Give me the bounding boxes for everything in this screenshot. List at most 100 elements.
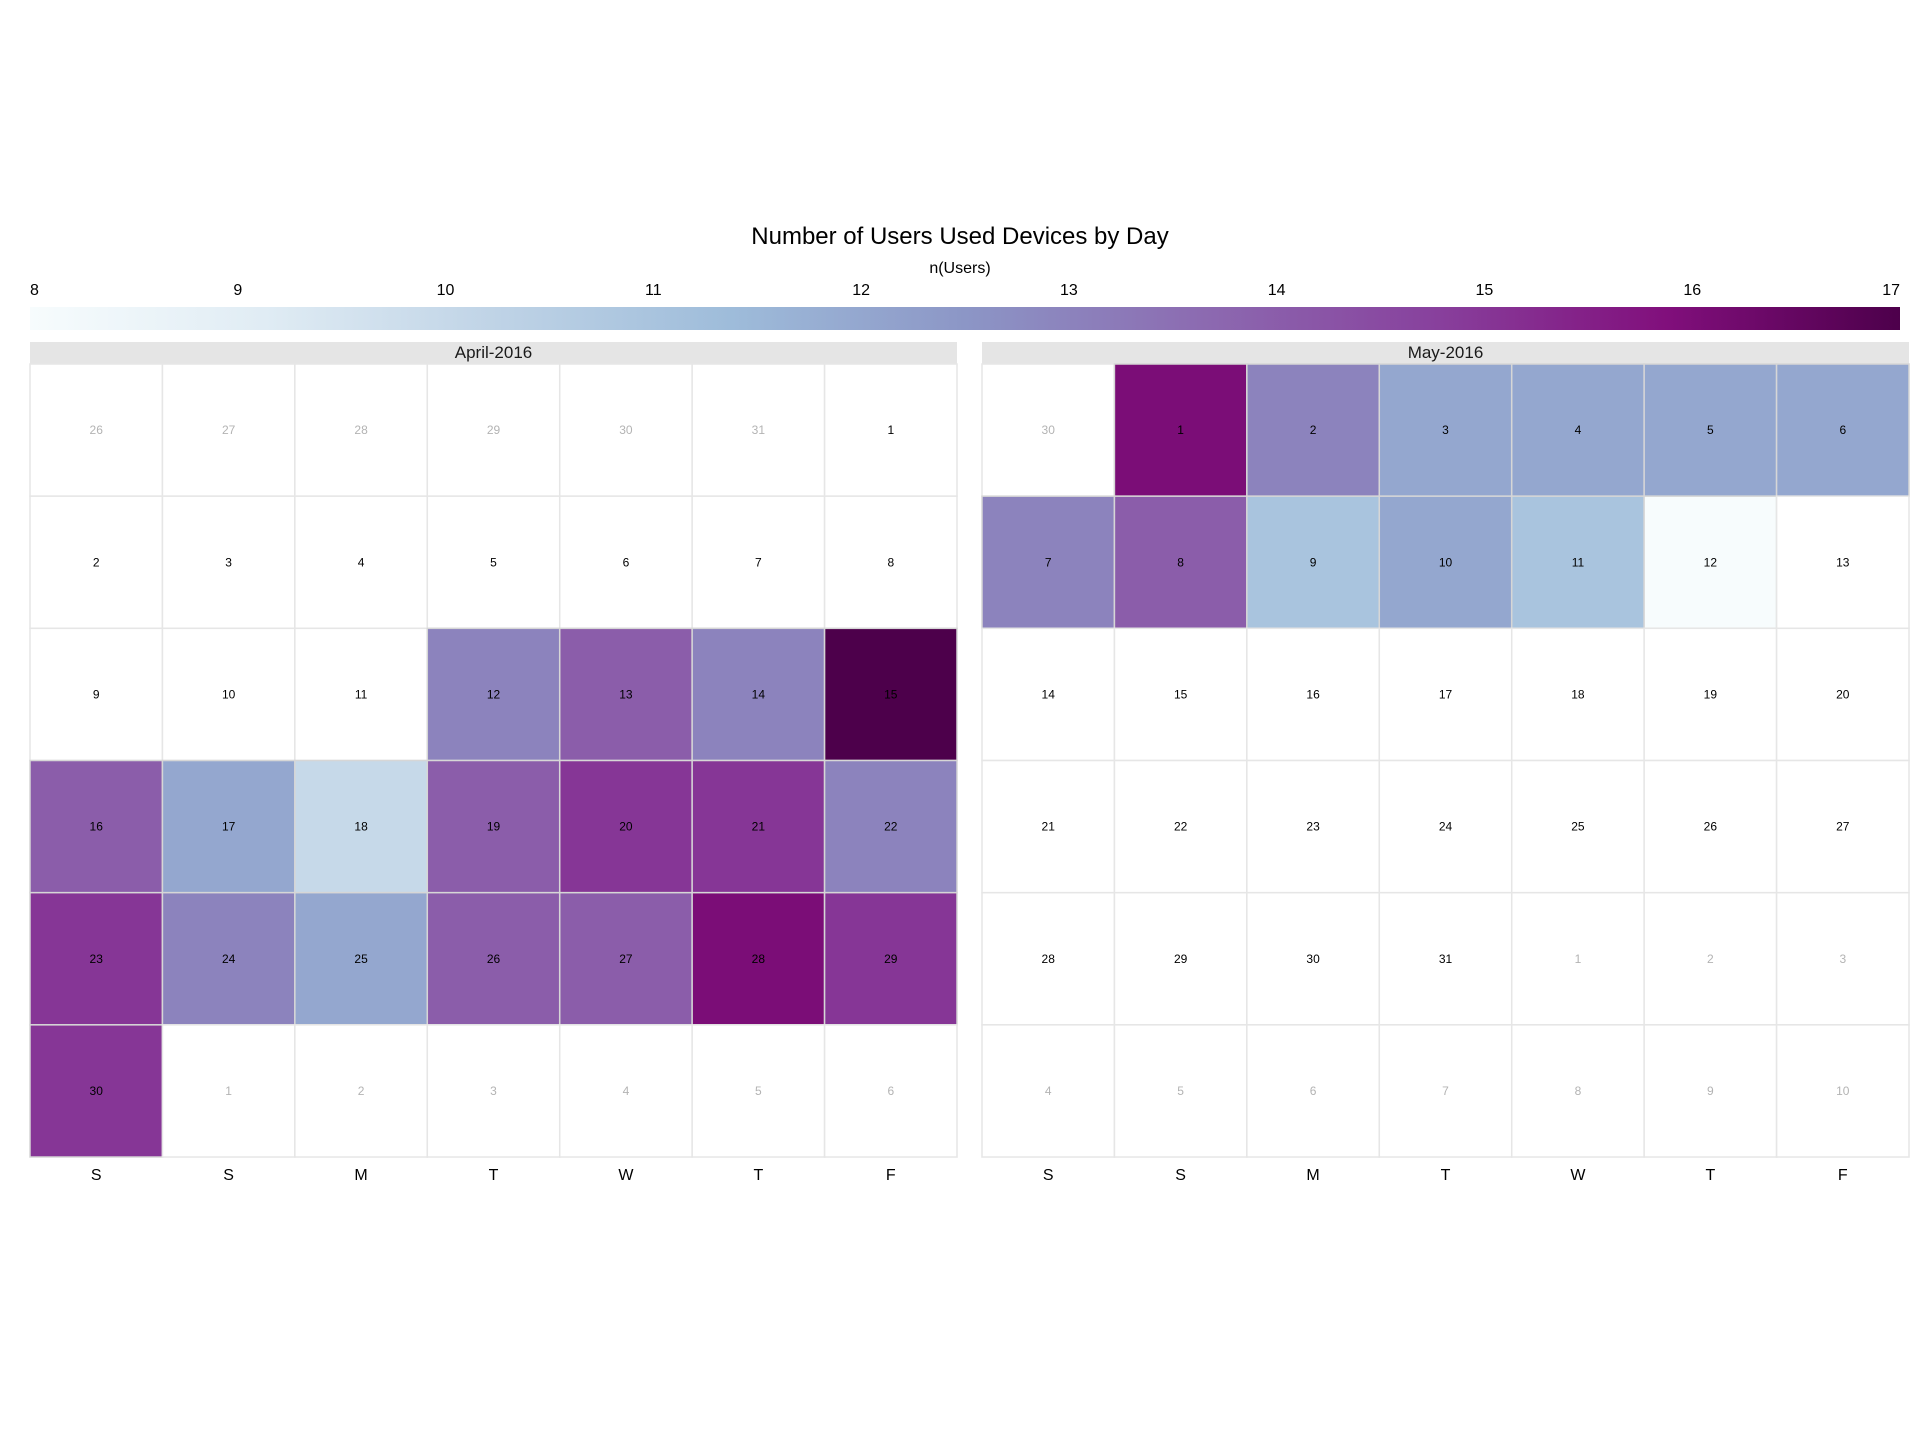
- day-number: 6: [887, 1084, 894, 1098]
- day-number: 1: [887, 423, 894, 437]
- day-number: 9: [1310, 555, 1317, 569]
- day-cell: [823, 495, 958, 630]
- day-number: 17: [1439, 687, 1453, 701]
- day-cell: [981, 495, 1116, 630]
- day-number: 2: [93, 555, 100, 569]
- day-number: 28: [752, 952, 766, 966]
- day-cell: [1775, 759, 1910, 894]
- day-number: 21: [752, 820, 766, 834]
- legend-title: n(Users): [929, 260, 990, 277]
- day-number: 22: [1174, 820, 1188, 834]
- day-cell: [1510, 891, 1645, 1026]
- day-number: 19: [1704, 687, 1718, 701]
- weekday-label: T: [489, 1167, 499, 1184]
- day-number: 16: [1306, 687, 1320, 701]
- weekday-label: T: [1441, 1167, 1451, 1184]
- month-strip: [30, 342, 958, 364]
- day-number: 5: [1707, 423, 1714, 437]
- day-number: 8: [887, 555, 894, 569]
- day-number: 23: [90, 952, 104, 966]
- day-number: 6: [623, 555, 630, 569]
- day-cell: [1378, 1024, 1513, 1158]
- day-cell: [294, 891, 429, 1026]
- day-number: 27: [222, 423, 236, 437]
- day-number: 10: [1836, 1084, 1850, 1098]
- day-number: 6: [1839, 423, 1846, 437]
- legend-tick-label: 10: [437, 282, 455, 299]
- day-number: 5: [490, 555, 497, 569]
- weekday-label: M: [354, 1167, 367, 1184]
- day-number: 25: [354, 952, 368, 966]
- day-cell: [1113, 1024, 1248, 1158]
- day-number: 30: [1042, 423, 1056, 437]
- day-cell: [1378, 759, 1513, 894]
- day-number: 23: [1306, 820, 1320, 834]
- day-cell: [1775, 1024, 1910, 1158]
- day-cell: [981, 891, 1116, 1026]
- day-number: 3: [225, 555, 232, 569]
- day-number: 10: [1439, 555, 1453, 569]
- day-number: 7: [1442, 1084, 1449, 1098]
- day-cell: [691, 363, 826, 497]
- day-cell: [691, 891, 826, 1026]
- day-cell: [1246, 759, 1381, 894]
- day-cell: [29, 759, 164, 894]
- day-number: 26: [1704, 820, 1718, 834]
- month-strip: [982, 342, 1910, 364]
- legend-tick-label: 13: [1060, 282, 1078, 299]
- day-number: 8: [1177, 555, 1184, 569]
- day-cell: [691, 1024, 826, 1158]
- day-cell: [1113, 759, 1248, 894]
- day-number: 31: [1439, 952, 1453, 966]
- day-number: 18: [1571, 687, 1585, 701]
- legend-ticks: 8 9 10 11 12 13 14 15 16 17: [30, 282, 1900, 299]
- day-number: 4: [1575, 423, 1582, 437]
- day-number: 13: [619, 687, 633, 701]
- weekday-label: S: [1043, 1167, 1054, 1184]
- day-number: 12: [487, 687, 501, 701]
- day-number: 27: [1836, 820, 1850, 834]
- day-number: 16: [90, 820, 104, 834]
- month-label: May-2016: [1408, 343, 1484, 362]
- month-label: April-2016: [455, 343, 533, 362]
- weekday-label: F: [886, 1167, 896, 1184]
- weekday-label: S: [223, 1167, 234, 1184]
- day-number: 6: [1310, 1084, 1317, 1098]
- day-cell: [823, 627, 958, 762]
- day-cell: [981, 627, 1116, 762]
- day-cell: [1510, 627, 1645, 762]
- day-number: 26: [487, 952, 501, 966]
- day-cell: [823, 891, 958, 1026]
- day-cell: [823, 363, 958, 497]
- day-number: 27: [619, 952, 633, 966]
- day-number: 14: [1042, 687, 1056, 701]
- chart-title: Number of Users Used Devices by Day: [751, 223, 1168, 250]
- day-cell: [1775, 891, 1910, 1026]
- day-cell: [691, 495, 826, 630]
- day-number: 24: [222, 952, 236, 966]
- day-cell: [1246, 627, 1381, 762]
- day-number: 30: [90, 1084, 104, 1098]
- legend-tick-label: 17: [1882, 282, 1900, 299]
- day-cell: [426, 891, 561, 1026]
- day-cell: [294, 759, 429, 894]
- day-cell: [1113, 891, 1248, 1026]
- day-cell: [426, 495, 561, 630]
- day-number: 1: [1575, 952, 1582, 966]
- day-number: 19: [487, 820, 501, 834]
- day-number: 24: [1439, 820, 1453, 834]
- weekday-label: M: [1306, 1167, 1319, 1184]
- day-cell: [1643, 1024, 1778, 1158]
- day-number: 26: [90, 423, 104, 437]
- day-number: 22: [884, 820, 898, 834]
- legend-tick-label: 16: [1683, 282, 1701, 299]
- day-number: 9: [1707, 1084, 1714, 1098]
- weekday-label: F: [1838, 1167, 1848, 1184]
- day-cell: [1246, 1024, 1381, 1158]
- day-number: 17: [222, 820, 236, 834]
- day-cell: [558, 495, 693, 630]
- day-number: 7: [1045, 555, 1052, 569]
- day-number: 30: [1306, 952, 1320, 966]
